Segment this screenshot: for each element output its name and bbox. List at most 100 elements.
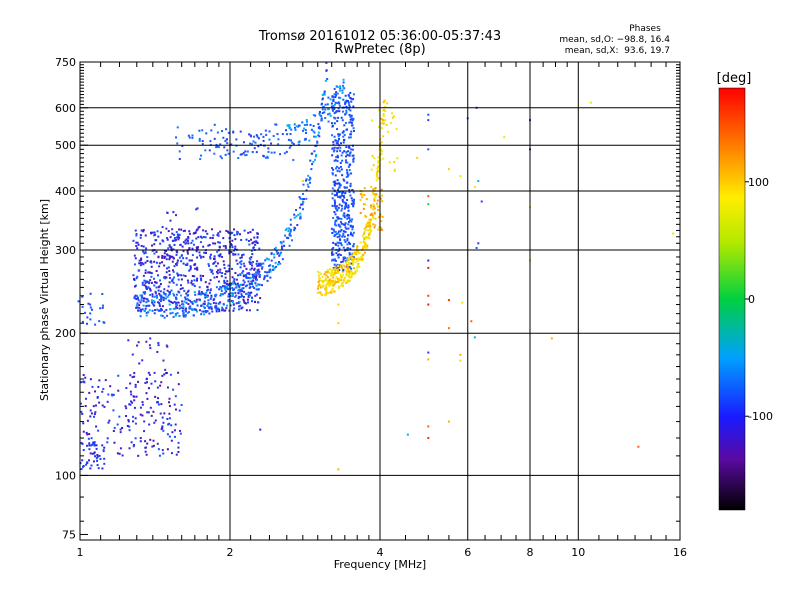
data-point-o	[143, 430, 146, 433]
data-point-o	[341, 207, 344, 210]
data-point-o	[168, 401, 171, 404]
data-point-x	[334, 279, 337, 282]
data-point-o	[246, 276, 249, 279]
data-point-o	[227, 264, 230, 267]
data-point-o	[299, 217, 302, 220]
data-point-o	[155, 269, 158, 272]
data-point-o	[156, 230, 159, 233]
data-point-o	[220, 286, 223, 289]
data-point-o	[93, 443, 96, 446]
data-point-o	[338, 104, 341, 107]
data-point-o	[331, 124, 334, 127]
data-point-o	[176, 126, 179, 129]
data-point-o	[90, 444, 93, 447]
data-point-o	[213, 257, 216, 260]
data-point-o	[195, 310, 198, 313]
data-point-o	[236, 262, 239, 265]
data-point-o	[129, 382, 132, 385]
data-point-o	[168, 281, 171, 284]
data-point-o	[246, 150, 249, 153]
data-point-x	[352, 261, 355, 264]
data-point-o	[249, 258, 252, 261]
data-point-o	[303, 127, 306, 130]
data-point-o	[206, 303, 209, 306]
data-point-o	[89, 312, 92, 315]
data-point-o	[344, 230, 347, 233]
data-point-o	[221, 255, 224, 258]
data-point-o	[245, 267, 248, 270]
data-point-o	[348, 252, 351, 255]
data-point-o	[332, 266, 335, 269]
data-point-o	[89, 452, 92, 455]
data-point-o	[153, 260, 156, 263]
data-point-o	[175, 264, 178, 267]
data-point-x	[335, 268, 338, 271]
data-point-x	[361, 190, 364, 193]
data-point-x	[351, 259, 354, 262]
data-point-x	[382, 135, 385, 138]
data-point-o	[148, 309, 151, 312]
data-point-x	[369, 213, 372, 216]
data-point-o	[163, 412, 166, 415]
data-point-o	[343, 134, 346, 137]
data-point-o	[266, 274, 269, 277]
data-point-o	[186, 250, 189, 253]
data-point-o	[330, 122, 333, 125]
data-point-o	[153, 295, 156, 298]
data-point-o	[346, 175, 349, 178]
data-point-o	[348, 217, 351, 220]
data-point-o	[173, 300, 176, 303]
data-point-o	[103, 462, 106, 465]
data-point-o	[213, 276, 216, 279]
data-point-o	[243, 300, 246, 303]
data-point-o	[196, 256, 199, 259]
data-point-o	[352, 242, 355, 245]
data-point-o	[287, 237, 290, 240]
data-point-o	[169, 219, 172, 222]
data-point-o	[299, 212, 302, 215]
data-point-o	[273, 256, 276, 259]
data-point-o	[352, 127, 355, 130]
data-point-o	[240, 238, 243, 241]
data-point-sparse	[427, 358, 430, 361]
data-point-x	[359, 193, 362, 196]
data-point-x	[353, 272, 356, 275]
data-point-o	[328, 112, 331, 115]
data-point-o	[339, 184, 342, 187]
data-point-o	[318, 112, 321, 115]
data-point-o	[94, 390, 97, 393]
data-point-o	[198, 129, 201, 132]
data-point-o	[342, 258, 345, 261]
data-point-o	[287, 227, 290, 230]
data-point-o	[207, 263, 210, 266]
data-point-o	[333, 210, 336, 213]
data-point-o	[283, 152, 286, 155]
data-point-o	[209, 288, 212, 291]
data-point-o	[251, 151, 254, 154]
phase-legend-o: mean, sd,O: −98.8, 16.4	[559, 35, 670, 45]
data-point-o	[166, 254, 169, 257]
data-point-x	[396, 157, 399, 160]
data-point-x	[376, 173, 379, 176]
data-point-o	[264, 259, 267, 262]
data-point-o	[333, 202, 336, 205]
data-point-o	[341, 91, 344, 94]
data-point-o	[209, 279, 212, 282]
data-point-o	[199, 274, 202, 277]
data-point-o	[301, 129, 304, 132]
data-point-o	[339, 190, 342, 193]
data-point-o	[337, 133, 340, 136]
data-point-o	[179, 243, 182, 246]
data-point-x	[324, 293, 327, 296]
data-point-o	[347, 150, 350, 153]
data-point-o	[338, 247, 341, 250]
data-point-o	[342, 234, 345, 237]
data-point-o	[132, 445, 135, 448]
data-point-o	[337, 188, 340, 191]
data-point-sparse	[427, 437, 430, 440]
data-point-o	[189, 268, 192, 271]
data-point-o	[140, 310, 143, 313]
data-point-o	[82, 465, 85, 468]
data-point-x	[367, 225, 370, 228]
data-point-o	[172, 269, 175, 272]
